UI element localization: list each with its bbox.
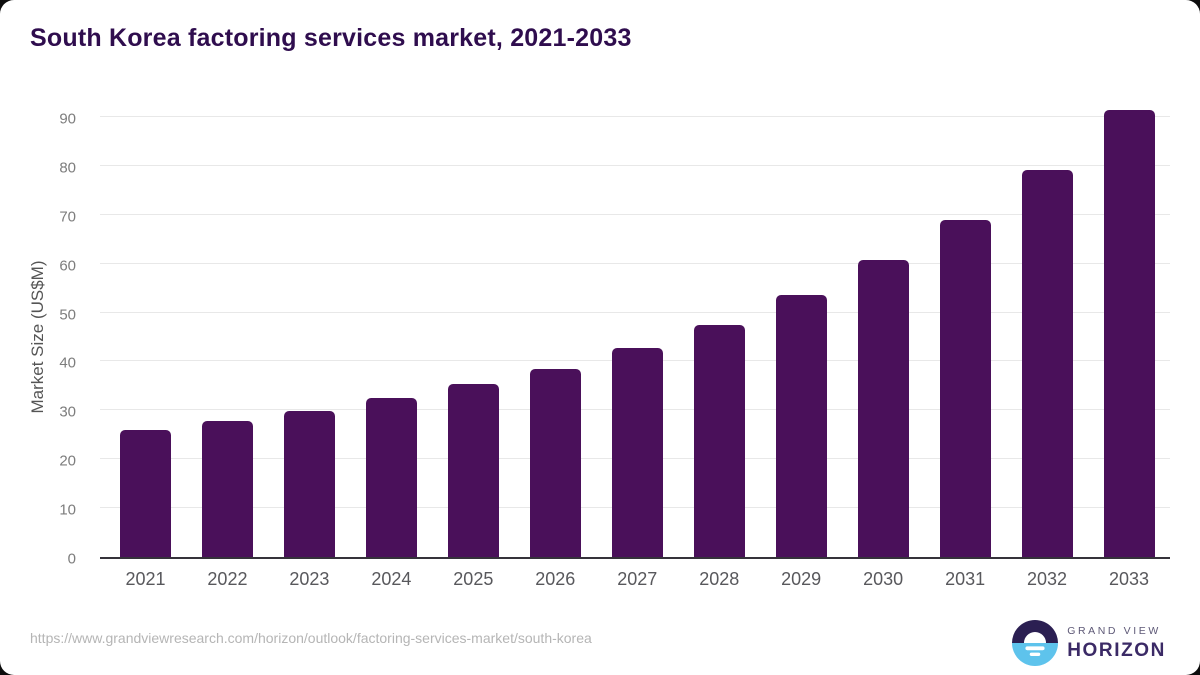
- x-tick-label-2022: 2022: [207, 569, 248, 589]
- x-tick-label-2024: 2024: [371, 569, 412, 589]
- x-tick-label-2029: 2029: [781, 569, 822, 589]
- grand-view-horizon-logo: GRAND VIEW HORIZON: [1012, 620, 1166, 666]
- y-tick-label-0: 0: [67, 550, 76, 568]
- gridline-60: [100, 262, 1170, 264]
- y-tick-label-50: 50: [59, 306, 76, 324]
- logo-grand-view-label: GRAND VIEW: [1067, 624, 1161, 637]
- plot-area: 2021 2022 2023 2024 2025 2026 2027 2028 2029 2030…: [100, 100, 1170, 589]
- y-tick-label-30: 30: [59, 403, 76, 421]
- x-tick-label-2021: 2021: [125, 569, 166, 589]
- y-axis-tick-labels: 0 10 20 30 40 50 60 70 80 90: [0, 100, 88, 567]
- horizon-sunrise-icon: [1012, 620, 1059, 666]
- x-tick-label-2031: 2031: [945, 569, 986, 589]
- x-tick-label-2030: 2030: [863, 569, 904, 589]
- x-tick-label-2025: 2025: [453, 569, 494, 589]
- y-tick-label-70: 70: [59, 208, 76, 226]
- y-tick-label-80: 80: [59, 159, 76, 177]
- x-tick-label-2023: 2023: [289, 569, 330, 589]
- bar-2027[interactable]: [611, 347, 663, 557]
- bar-2033[interactable]: [1103, 110, 1155, 557]
- gridline-90: [100, 116, 1170, 117]
- source-url-text: https://www.grandviewresearch.com/horizo…: [30, 630, 592, 646]
- x-tick-label-2032: 2032: [1027, 569, 1068, 589]
- bar-2029[interactable]: [775, 295, 827, 557]
- bar-2030[interactable]: [857, 260, 909, 557]
- bar-2023[interactable]: [283, 410, 335, 557]
- logo-horizon-label: HORIZON: [1067, 639, 1166, 661]
- x-tick-label-2028: 2028: [699, 569, 740, 589]
- chart-title: South Korea factoring services market, 2…: [30, 24, 632, 52]
- gridline-50: [100, 311, 1170, 313]
- y-tick-label-90: 90: [59, 110, 76, 128]
- y-tick-label-10: 10: [59, 501, 76, 519]
- bar-2028[interactable]: [693, 324, 745, 557]
- y-tick-label-40: 40: [59, 354, 76, 372]
- logo-wordmark: GRAND VIEW HORIZON: [1067, 625, 1166, 662]
- y-tick-label-60: 60: [59, 257, 76, 275]
- x-tick-label-2026: 2026: [535, 569, 576, 589]
- bar-2025[interactable]: [447, 384, 499, 557]
- bar-2024[interactable]: [365, 398, 417, 557]
- bar-2031[interactable]: [939, 219, 991, 557]
- bar-2032[interactable]: [1021, 170, 1073, 557]
- y-tick-label-20: 20: [59, 452, 76, 470]
- bar-2022[interactable]: [201, 421, 253, 557]
- x-tick-label-2027: 2027: [617, 569, 658, 589]
- bar-2026[interactable]: [529, 368, 581, 557]
- x-tick-label-2033: 2033: [1108, 569, 1150, 589]
- gridline-70: [100, 213, 1170, 215]
- gridline-80: [100, 164, 1170, 166]
- bar-2021[interactable]: [120, 430, 171, 557]
